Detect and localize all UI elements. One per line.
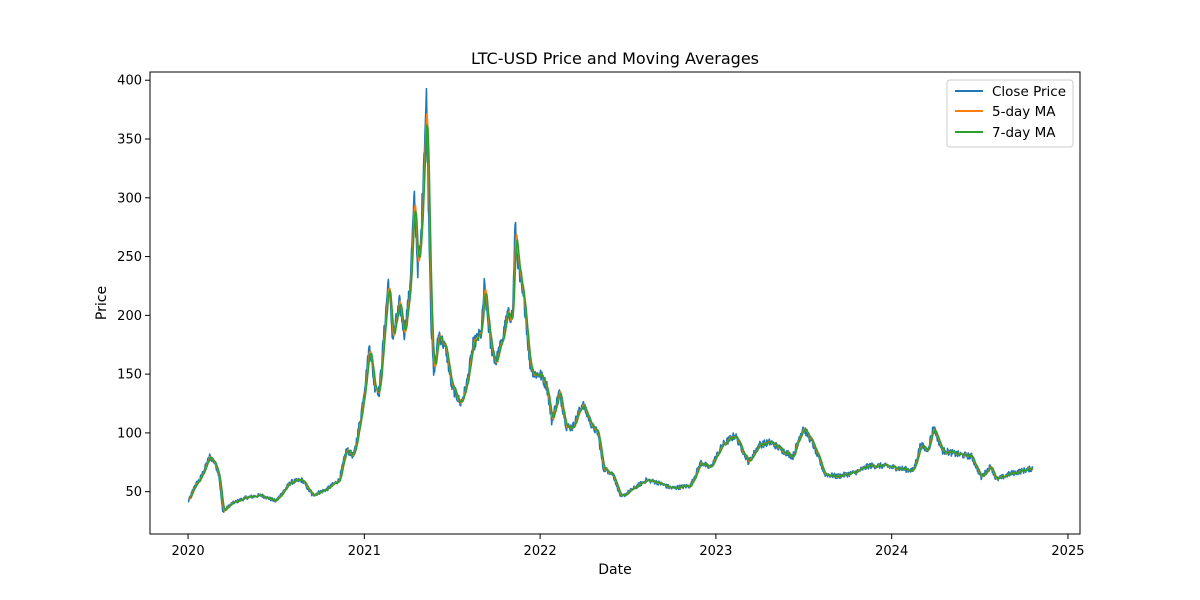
y-tick-label: 50: [125, 485, 142, 500]
legend-label-7-day-ma: 7-day MA: [992, 125, 1056, 141]
y-tick-label: 200: [117, 309, 142, 324]
y-axis: 50 100 150 200 250 300 350 400: [117, 74, 150, 500]
series-line-7-day-ma: [190, 124, 1034, 512]
y-tick-label: 250: [117, 250, 142, 265]
y-tick-label: 100: [117, 426, 142, 441]
x-axis: 2020 2021 2022 2023 2024 2025: [172, 534, 1085, 559]
legend-label-5-day-ma: 5-day MA: [992, 104, 1056, 120]
chart-title: LTC-USD Price and Moving Averages: [471, 49, 759, 68]
x-tick-label: 2020: [172, 544, 205, 559]
legend-label-close-price: Close Price: [992, 84, 1066, 100]
y-tick-label: 150: [117, 368, 142, 383]
y-tick-label: 300: [117, 191, 142, 206]
x-tick-label: 2024: [875, 544, 908, 559]
plot-frame: [149, 71, 1081, 535]
y-tick-label: 400: [117, 74, 142, 89]
x-tick-label: 2025: [1051, 544, 1084, 559]
y-axis-title: Price: [94, 286, 110, 320]
plot-area: [149, 71, 1081, 535]
series-layer: [187, 87, 1034, 513]
x-tick-label: 2021: [348, 544, 381, 559]
legend-box: [946, 79, 1074, 148]
legend: Close Price 5-day MA 7-day MA: [946, 79, 1074, 148]
x-tick-label: 2022: [524, 544, 557, 559]
x-axis-title: Date: [598, 562, 631, 578]
y-tick-label: 350: [117, 133, 142, 148]
x-tick-label: 2023: [699, 544, 732, 559]
